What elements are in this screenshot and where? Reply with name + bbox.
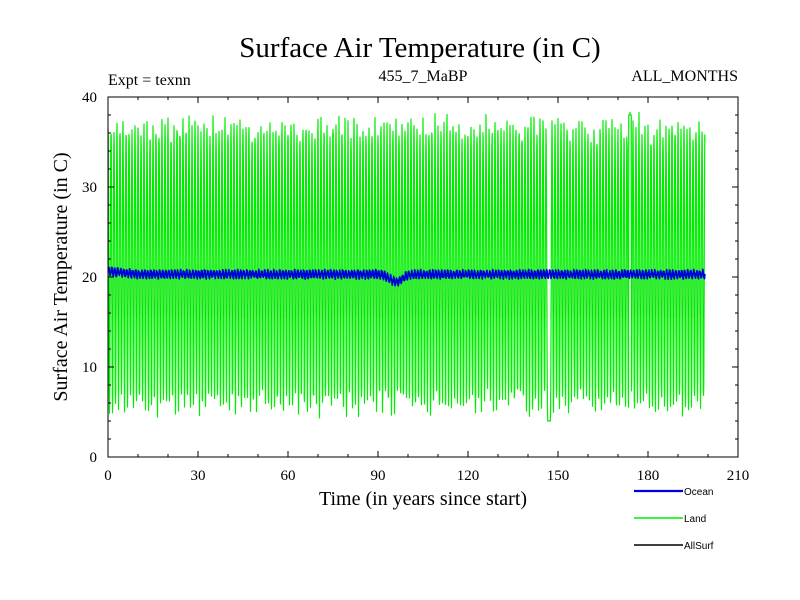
series-line-ocean: [108, 266, 706, 287]
legend-label-allsurf: AllSurf: [684, 541, 714, 552]
series-line-land: [108, 111, 706, 422]
x-tick-label: 60: [281, 468, 296, 484]
x-tick-label: 210: [727, 468, 750, 484]
x-tick-label: 30: [191, 468, 206, 484]
y-tick-label: 40: [82, 90, 97, 106]
expt-label: Expt = texnn: [108, 72, 191, 89]
series-line-allsurf: [108, 269, 706, 321]
x-axis-label: Time (in years since start): [319, 488, 527, 510]
x-tick-label: 120: [457, 468, 480, 484]
y-tick-label: 0: [90, 450, 98, 466]
y-axis-label: Surface Air Temperature (in C): [50, 152, 72, 401]
chart-title: Surface Air Temperature (in C): [239, 32, 600, 64]
subtitle-center: 455_7_MaBP: [379, 68, 468, 85]
y-tick-label: 20: [82, 270, 97, 286]
plot-series: [108, 111, 706, 422]
y-tick-label: 30: [82, 180, 97, 196]
y-tick-label: 10: [82, 360, 97, 376]
x-tick-label: 150: [547, 468, 570, 484]
legend-label-land: Land: [684, 514, 706, 525]
x-axis: 0 30 60 90 120 150 180 210: [104, 97, 749, 484]
x-tick-label: 0: [104, 468, 112, 484]
legend: Ocean Land AllSurf: [634, 487, 714, 552]
x-tick-label: 180: [637, 468, 660, 484]
y-axis: 0 10 20 30 40: [82, 90, 738, 466]
legend-label-ocean: Ocean: [684, 487, 713, 498]
subtitle-right: ALL_MONTHS: [631, 68, 738, 85]
x-tick-label: 90: [371, 468, 386, 484]
